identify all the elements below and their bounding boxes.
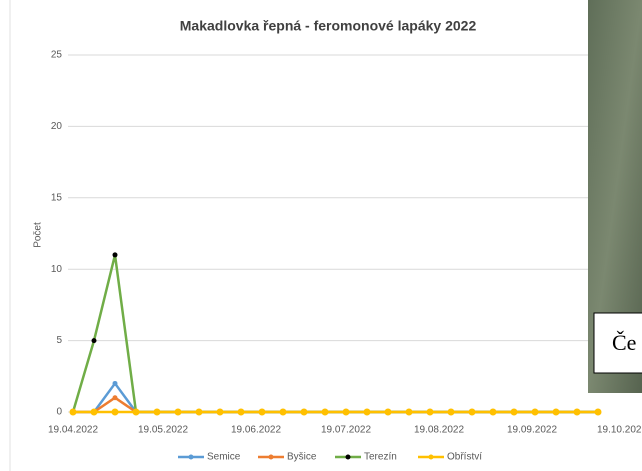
x-tick-label: 19.06.2022 [231, 425, 281, 436]
series-line [71, 253, 598, 414]
y-axis-label: Počet [33, 222, 44, 248]
series-marker [112, 252, 118, 258]
series-marker [174, 408, 182, 416]
series-marker [363, 408, 371, 416]
y-tick-label: 20 [51, 121, 63, 132]
series-line [73, 396, 598, 414]
legend-label: Obříství [447, 452, 482, 463]
series-marker [153, 408, 161, 416]
series-marker [300, 408, 308, 416]
photo: Če [588, 0, 642, 393]
y-tick-label: 5 [56, 335, 62, 346]
x-tick-label: 19.08.2022 [414, 425, 464, 436]
y-tick-label: 25 [51, 50, 63, 61]
series-marker [216, 408, 224, 416]
legend-label: Terezín [364, 452, 397, 463]
x-tick-label: 19.07.2022 [321, 425, 371, 436]
series-marker [91, 338, 97, 344]
series-marker [447, 408, 455, 416]
series-marker [426, 408, 434, 416]
caption-text: Če [612, 330, 636, 355]
legend-marker [428, 454, 434, 460]
series-marker [112, 380, 118, 386]
x-tick-label: 19.05.2022 [138, 425, 188, 436]
series-marker [111, 408, 119, 416]
y-tick-label: 10 [51, 264, 63, 275]
legend-marker [268, 454, 274, 460]
series-marker [468, 408, 476, 416]
legend-marker [345, 454, 351, 460]
series-marker [342, 408, 350, 416]
series-marker [195, 408, 203, 416]
y-tick-label: 0 [56, 407, 62, 418]
series-marker [384, 408, 392, 416]
y-tick-label: 15 [51, 192, 63, 203]
series-marker [69, 408, 77, 416]
series-marker [552, 408, 560, 416]
series-marker [112, 395, 118, 401]
series-marker [321, 408, 329, 416]
series-marker [531, 408, 539, 416]
series-marker [594, 408, 602, 416]
plot-area: 0 5 10 15 20 25 19.04.2022 19.05.2022 19.06.2022… [48, 50, 642, 463]
x-tick-label: 19.04.2022 [48, 425, 98, 436]
series-marker [405, 408, 413, 416]
legend-label: Semice [207, 452, 241, 463]
series-marker [132, 408, 140, 416]
series-marker [279, 408, 287, 416]
series-marker [510, 408, 518, 416]
series-marker [489, 408, 497, 416]
legend-marker [188, 454, 194, 460]
series-marker [573, 408, 581, 416]
series-line [73, 382, 598, 414]
chart-title: Makadlovka řepná - feromonové lapáky 202… [180, 18, 477, 34]
x-tick-label: 19.09.2022 [507, 425, 557, 436]
series-marker [258, 408, 266, 416]
legend-label: Byšice [287, 452, 317, 463]
series-marker [237, 408, 245, 416]
x-tick-label: 19.10.2022 [597, 425, 642, 436]
series-marker [90, 408, 98, 416]
caption-box [593, 312, 642, 374]
